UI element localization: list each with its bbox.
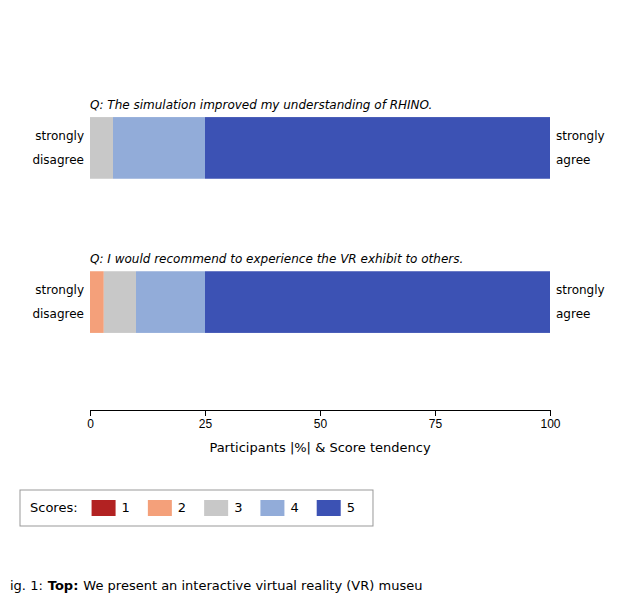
x-tick-label: 75 — [429, 417, 443, 431]
side-label: strongly — [35, 283, 84, 297]
bar-segment — [136, 271, 205, 333]
x-tick-mark — [90, 410, 91, 416]
side-label: agree — [556, 307, 590, 321]
chart: 0255075100Participants |%| & Score tende… — [0, 0, 640, 610]
category-label: Q: I would recommend to experience the V… — [90, 252, 463, 266]
category-label: Q: The simulation improved my understand… — [90, 98, 432, 112]
caption-part: We present an interactive virtual realit… — [83, 578, 422, 593]
x-tick: 25 — [199, 410, 213, 431]
legend-label: 2 — [178, 500, 186, 515]
legend-label: 5 — [347, 500, 355, 515]
x-axis: 0 25 50 75 100 — [87, 410, 561, 431]
legend-item: 2 — [148, 500, 186, 516]
caption-part: ig. 1: — [10, 578, 43, 593]
legend-label: 4 — [290, 500, 298, 515]
legend-item: 5 — [317, 500, 355, 516]
legend-swatch — [204, 500, 228, 516]
x-tick: 0 — [87, 410, 94, 431]
legend-item: 1 — [92, 500, 130, 516]
x-tick-label: 100 — [540, 417, 560, 431]
legend-title: Scores: — [30, 500, 78, 515]
caption: ig. 1: Top: We present an interactive virt… — [10, 578, 422, 593]
x-tick-label: 0 — [87, 417, 94, 431]
plot: 0 25 50 75 100 Participants |%| & Score tende… — [32, 98, 604, 455]
x-tick-mark — [320, 410, 321, 416]
x-tick-mark — [550, 410, 551, 416]
side-label: disagree — [32, 307, 84, 321]
x-tick-label: 50 — [314, 417, 328, 431]
x-tick-mark — [435, 410, 436, 416]
bar-segment — [113, 117, 205, 179]
side-label: disagree — [32, 153, 84, 167]
legend-swatch — [317, 500, 341, 516]
x-tick-mark — [205, 410, 206, 416]
legend-label: 1 — [122, 500, 130, 515]
x-tick: 75 — [429, 410, 443, 431]
legend-swatch — [148, 500, 172, 516]
legend-item: 3 — [204, 500, 242, 516]
bar-segment — [90, 117, 113, 179]
bar-segment — [205, 117, 550, 179]
bars — [90, 117, 550, 333]
caption-part: Top: — [48, 578, 79, 593]
side-label: agree — [556, 153, 590, 167]
side-label: strongly — [35, 129, 84, 143]
legend-swatch — [260, 500, 284, 516]
bar-segment — [205, 271, 550, 333]
bar-segment — [104, 271, 136, 333]
legend: Scores: 1 2 3 4 5 — [20, 490, 373, 526]
legend-item: 4 — [260, 500, 298, 516]
x-tick: 100 — [540, 410, 560, 431]
x-tick: 50 — [314, 410, 328, 431]
bar-segment — [90, 271, 104, 333]
legend-label: 3 — [234, 500, 242, 515]
side-label: strongly — [556, 283, 605, 297]
x-tick-label: 25 — [199, 417, 213, 431]
legend-swatch — [92, 500, 116, 516]
legend-frame — [20, 490, 373, 526]
x-axis-line — [91, 411, 551, 417]
x-axis-title: Participants |%| & Score tendency — [209, 440, 431, 455]
side-label: strongly — [556, 129, 605, 143]
